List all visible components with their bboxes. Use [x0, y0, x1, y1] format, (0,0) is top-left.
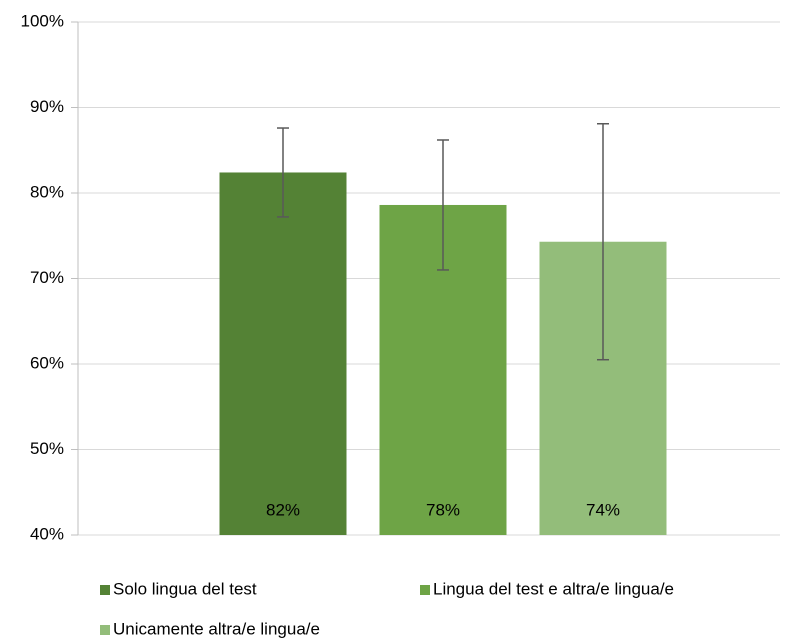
y-tick-label: 40% — [30, 524, 64, 543]
y-tick-label: 50% — [30, 439, 64, 458]
bar — [219, 172, 347, 536]
legend-swatch — [420, 585, 430, 595]
value-label: 82% — [266, 500, 300, 519]
y-tick-label: 60% — [30, 353, 64, 372]
y-tick-label: 70% — [30, 268, 64, 287]
y-tick-label: 90% — [30, 97, 64, 116]
legend-label: Unicamente altra/e lingua/e — [113, 619, 320, 638]
legend-label: Lingua del test e altra/e lingua/e — [433, 579, 674, 598]
legend-label: Solo lingua del test — [113, 579, 257, 598]
y-tick-label: 100% — [21, 11, 64, 30]
legend-swatch — [100, 585, 110, 595]
y-tick-label: 80% — [30, 182, 64, 201]
value-label: 78% — [426, 500, 460, 519]
value-label: 74% — [586, 500, 620, 519]
legend-swatch — [100, 625, 110, 635]
